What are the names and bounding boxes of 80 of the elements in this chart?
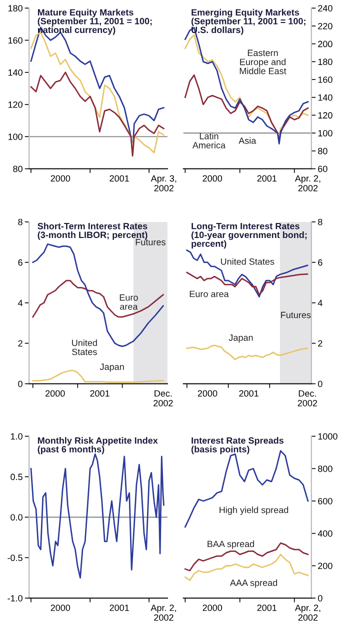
y-tick-label: 8 xyxy=(318,218,322,226)
y-tick-label: 220 xyxy=(318,22,332,30)
series-label: Euro area xyxy=(190,290,229,298)
y-tick-label: 140 xyxy=(318,94,332,101)
y-tick-label: 8 xyxy=(18,218,22,226)
y-tick-label: 6 xyxy=(18,259,22,266)
x-tick-label: 2000 xyxy=(202,604,222,612)
y-tick-label: -1.0 xyxy=(8,595,22,602)
y-tick-label: -0.5 xyxy=(8,554,22,562)
series-label: United States xyxy=(72,339,97,356)
x-tick-label: 2000 xyxy=(50,175,70,182)
x-tick-label: 2000 xyxy=(198,390,218,397)
y-tick-label: 120 xyxy=(318,112,332,119)
x-tick-label: Apr. 3, 2002 xyxy=(150,175,176,192)
line-series xyxy=(186,250,308,298)
band-label: Futures xyxy=(281,312,311,318)
line-series xyxy=(30,453,164,579)
y-tick-label: 100 xyxy=(318,130,332,136)
line-series xyxy=(186,272,308,296)
x-tick-label: Apr. 2, 2002 xyxy=(294,604,320,621)
y-tick-label: 200 xyxy=(318,40,332,48)
y-tick-label: 140 xyxy=(8,69,22,76)
y-tick-label: 1.0 xyxy=(10,433,22,440)
y-tick-label: 4 xyxy=(318,300,322,306)
series-label: AAA spread xyxy=(230,579,278,588)
text: Interest Rate Spreads (basis points) xyxy=(192,437,284,454)
series-label: Japan xyxy=(100,364,124,372)
series-label: Japan xyxy=(228,334,253,343)
x-tick-label: Apr. 2, 2002 xyxy=(294,175,320,192)
y-tick-label: 180 xyxy=(318,58,332,66)
series-label: United States xyxy=(220,258,274,265)
y-tick-label: 60 xyxy=(318,166,328,172)
y-tick-label: 600 xyxy=(318,498,332,504)
x-tick-label: 2000 xyxy=(202,175,222,182)
y-tick-label: 0.0 xyxy=(10,514,22,521)
y-tick-label: 6 xyxy=(318,259,322,266)
text: Short-Term Interest Rates (3-month LIBOR; percent) xyxy=(38,222,148,240)
x-tick-label: 2000 xyxy=(46,390,65,397)
y-tick-label: 0 xyxy=(318,595,322,602)
text: Long-Term Interest Rates (10-year government bond; percent) xyxy=(192,222,307,249)
series-label: Euro area xyxy=(120,294,138,310)
x-tick-label: 2001 xyxy=(239,390,258,397)
x-tick-label: 2000 xyxy=(50,604,70,612)
y-tick-label: 4 xyxy=(18,300,23,306)
series-label: High yield spread xyxy=(220,506,288,515)
y-tick-label: 800 xyxy=(318,466,332,472)
y-tick-label: 0 xyxy=(318,380,322,388)
y-tick-label: 80 xyxy=(13,166,22,172)
x-tick-label: 2001 xyxy=(110,175,129,182)
y-tick-label: 160 xyxy=(8,37,22,44)
y-tick-label: 100 xyxy=(8,134,22,140)
y-tick-label: 2 xyxy=(318,340,322,347)
y-tick-label: 2 xyxy=(18,340,22,347)
y-tick-label: 0.5 xyxy=(10,474,22,480)
text: Latin America xyxy=(192,132,226,148)
y-tick-label: 160 xyxy=(318,76,332,83)
text: Monthly Risk Appetite Index (past 6 months) xyxy=(38,437,158,454)
y-tick-label: 200 xyxy=(318,562,332,570)
y-tick-label: 80 xyxy=(318,148,328,154)
x-tick-label: 2001 xyxy=(257,175,276,182)
y-tick-label: 400 xyxy=(318,530,332,537)
y-tick-label: 1000 xyxy=(318,433,338,440)
line-series xyxy=(30,72,164,157)
line-series xyxy=(32,280,164,318)
line-series xyxy=(184,542,309,572)
series-label: Asia xyxy=(238,137,256,144)
x-tick-label: Dec. 2002 xyxy=(154,390,173,406)
x-tick-label: 2001 xyxy=(90,390,110,397)
y-tick-label: 120 xyxy=(8,101,22,108)
line-series xyxy=(186,344,308,360)
y-tick-label: 0 xyxy=(18,380,22,388)
x-tick-label: Apr. 2, 2002 xyxy=(150,604,176,621)
y-tick-label: 240 xyxy=(318,5,332,12)
y-tick-label: 180 xyxy=(8,5,22,12)
band-label: Futures xyxy=(136,239,166,246)
x-tick-label: Dec. 2002 xyxy=(298,390,318,406)
series-label: BAA spread xyxy=(208,540,254,549)
x-tick-label: 2001 xyxy=(110,604,129,612)
series-label: Eastern Europe and Middle East xyxy=(240,50,286,74)
x-tick-label: 2001 xyxy=(257,604,276,612)
